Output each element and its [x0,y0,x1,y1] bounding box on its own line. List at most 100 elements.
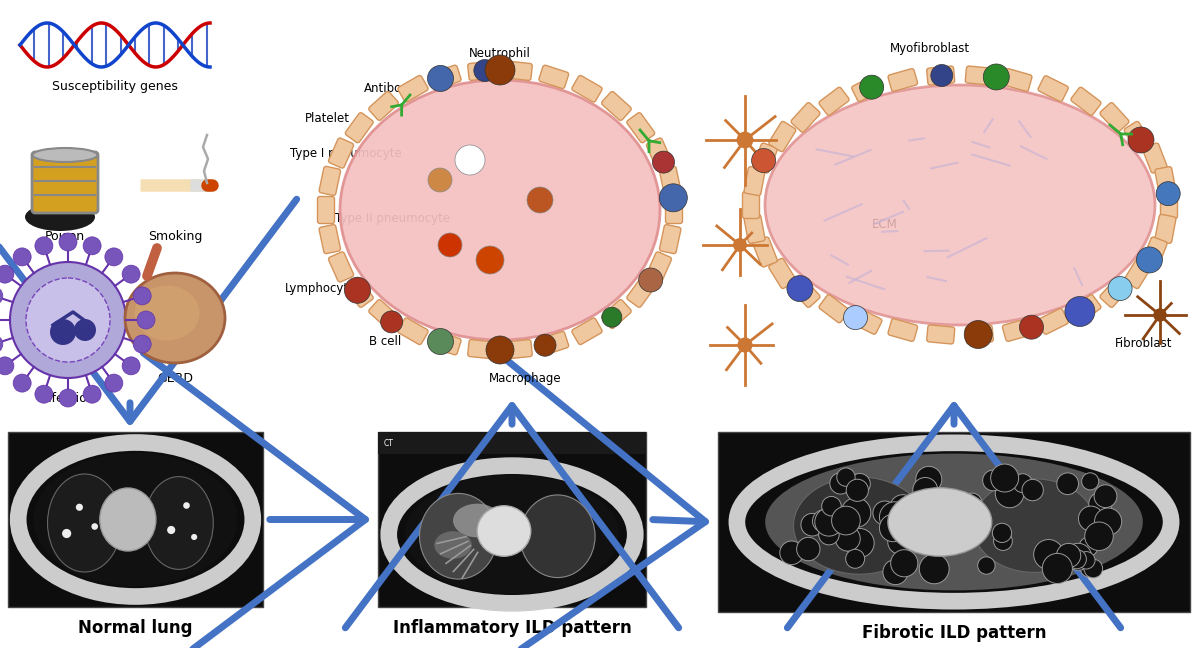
Ellipse shape [478,505,530,556]
Circle shape [1078,551,1096,569]
FancyBboxPatch shape [1002,69,1032,91]
Circle shape [0,357,14,375]
Circle shape [812,510,835,532]
Circle shape [13,248,31,266]
FancyBboxPatch shape [888,319,918,341]
Circle shape [602,307,622,327]
Circle shape [846,550,865,568]
FancyBboxPatch shape [346,113,373,143]
Circle shape [1080,559,1098,577]
FancyBboxPatch shape [319,167,341,196]
Bar [378,432,646,607]
Circle shape [992,524,1012,542]
Circle shape [919,554,949,584]
Circle shape [916,467,942,492]
Text: Infection: Infection [41,392,95,405]
FancyBboxPatch shape [1100,278,1129,307]
Ellipse shape [125,273,226,363]
FancyBboxPatch shape [752,143,778,173]
FancyBboxPatch shape [1038,76,1068,102]
FancyBboxPatch shape [1160,192,1177,218]
Circle shape [83,385,101,403]
Circle shape [880,515,907,542]
Circle shape [733,238,746,252]
Ellipse shape [48,474,121,572]
FancyBboxPatch shape [329,252,354,282]
FancyBboxPatch shape [1142,143,1168,173]
FancyBboxPatch shape [1154,167,1176,196]
Circle shape [883,559,908,584]
FancyBboxPatch shape [1124,121,1151,152]
Circle shape [890,550,918,577]
Circle shape [964,517,989,542]
Circle shape [1067,550,1086,569]
Ellipse shape [434,531,472,559]
Circle shape [850,474,870,494]
Ellipse shape [766,85,1154,325]
Circle shape [428,168,452,192]
Circle shape [35,385,53,403]
Ellipse shape [404,475,619,594]
FancyBboxPatch shape [744,214,766,244]
Circle shape [104,248,122,266]
Circle shape [380,311,403,333]
Circle shape [835,526,860,551]
Circle shape [83,237,101,255]
Circle shape [787,275,812,301]
Circle shape [836,468,856,487]
FancyBboxPatch shape [769,259,796,288]
FancyBboxPatch shape [752,237,778,267]
Circle shape [978,557,995,574]
Text: Normal lung: Normal lung [78,619,193,637]
Ellipse shape [520,495,595,577]
Circle shape [841,498,871,527]
Circle shape [1013,474,1032,492]
Circle shape [74,319,96,341]
Text: Macrophage: Macrophage [488,372,562,385]
FancyBboxPatch shape [626,113,655,143]
Circle shape [1153,308,1166,321]
FancyBboxPatch shape [431,65,461,89]
Circle shape [751,148,775,172]
Circle shape [659,184,688,212]
Circle shape [184,502,190,509]
Ellipse shape [32,148,97,162]
Circle shape [638,268,662,292]
Circle shape [965,321,992,349]
FancyBboxPatch shape [926,66,955,85]
FancyBboxPatch shape [346,277,373,307]
FancyBboxPatch shape [744,167,766,196]
FancyBboxPatch shape [852,308,882,334]
FancyBboxPatch shape [626,277,655,307]
Circle shape [1033,540,1063,570]
Circle shape [76,503,83,511]
Circle shape [991,464,1019,492]
Circle shape [1064,297,1094,327]
Circle shape [845,529,874,557]
FancyBboxPatch shape [1154,214,1176,244]
FancyBboxPatch shape [504,61,533,80]
Text: B cell: B cell [368,335,401,348]
Circle shape [1064,543,1092,570]
Circle shape [822,496,841,516]
Circle shape [133,287,151,305]
FancyBboxPatch shape [368,91,398,121]
Circle shape [427,65,454,91]
FancyBboxPatch shape [1002,319,1032,341]
FancyBboxPatch shape [1100,102,1129,132]
Text: Antibody: Antibody [364,82,416,95]
FancyBboxPatch shape [791,102,820,132]
Circle shape [137,311,155,329]
Circle shape [485,55,515,85]
Circle shape [1088,492,1112,516]
FancyBboxPatch shape [647,252,672,282]
Circle shape [1043,553,1073,583]
Circle shape [653,151,674,173]
Bar [718,432,1190,612]
Circle shape [1081,473,1099,490]
Circle shape [1128,127,1154,153]
Circle shape [913,478,937,502]
Circle shape [35,237,53,255]
FancyBboxPatch shape [601,91,631,121]
Circle shape [474,60,496,82]
